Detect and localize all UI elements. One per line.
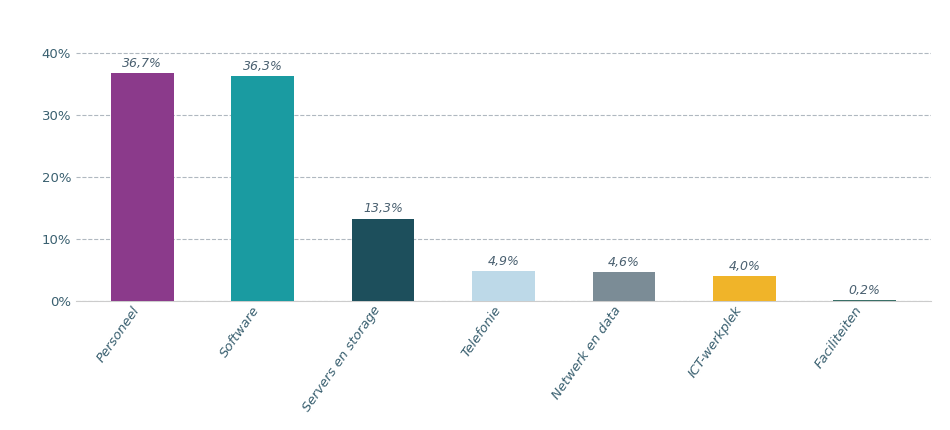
Bar <box>352 218 414 301</box>
Text: 13,3%: 13,3% <box>363 203 403 215</box>
Text: 36,3%: 36,3% <box>242 60 282 73</box>
Text: 36,7%: 36,7% <box>123 57 162 71</box>
Bar <box>593 273 655 301</box>
Bar <box>472 270 535 301</box>
Text: 4,0%: 4,0% <box>729 260 760 273</box>
Bar <box>713 276 775 301</box>
Text: 0,2%: 0,2% <box>849 284 881 297</box>
Text: 4,9%: 4,9% <box>487 255 520 267</box>
Bar <box>833 300 896 301</box>
Text: 4,6%: 4,6% <box>608 256 640 269</box>
Bar <box>111 74 174 301</box>
Bar <box>232 76 294 301</box>
